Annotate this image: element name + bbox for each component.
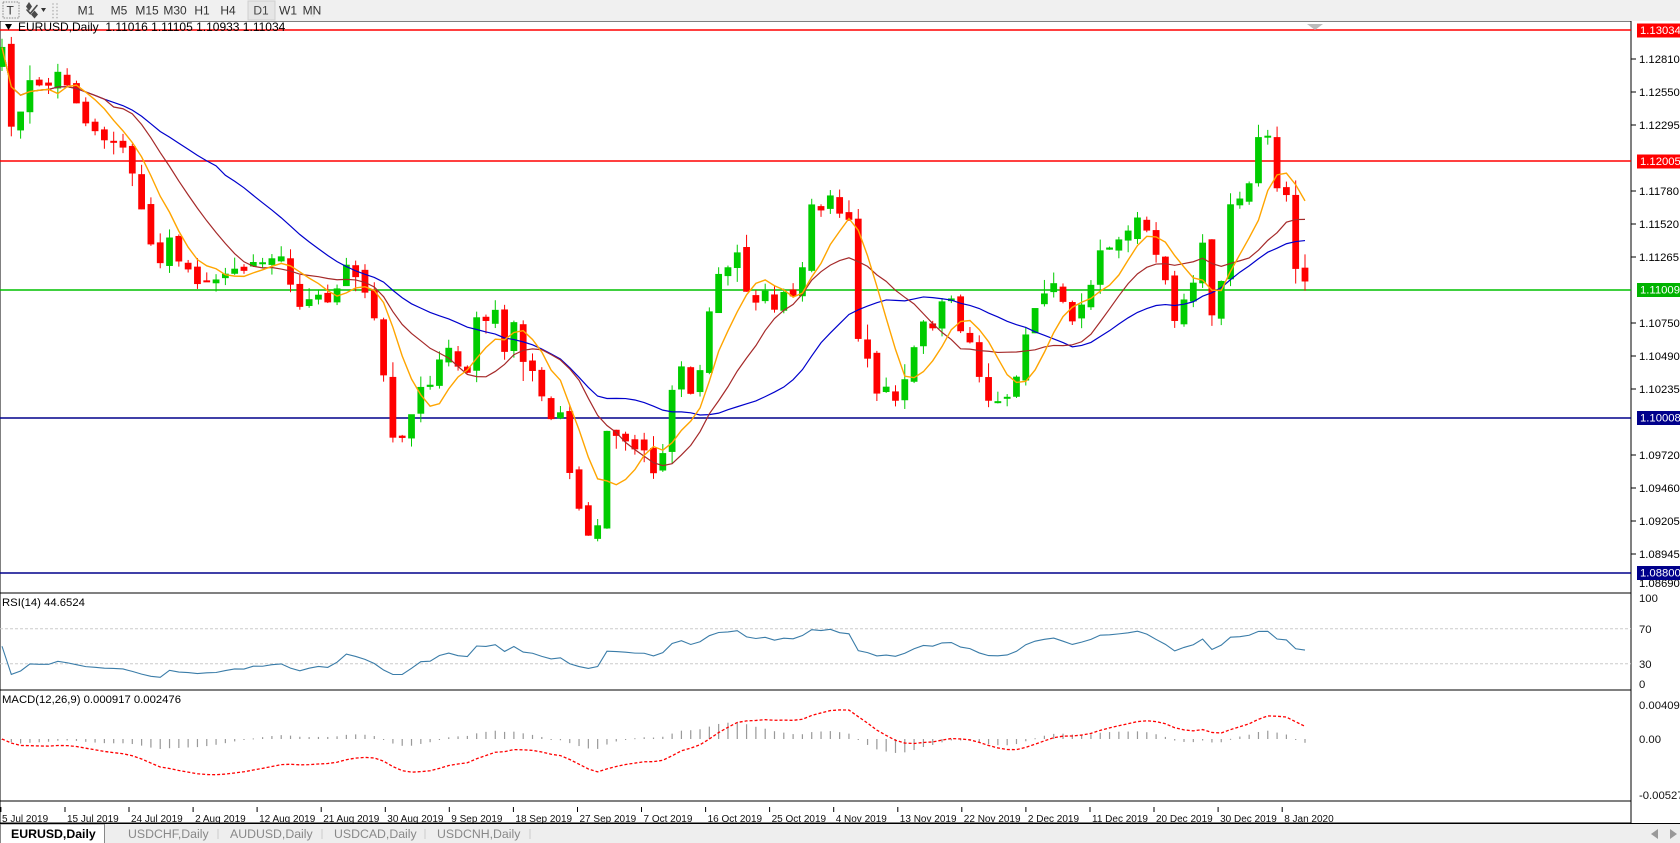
svg-text:USDCNH,Daily: USDCNH,Daily <box>437 827 521 841</box>
svg-text:RSI(14) 44.6524: RSI(14) 44.6524 <box>2 597 85 609</box>
svg-text:1.10750: 1.10750 <box>1639 318 1680 330</box>
svg-text:100: 100 <box>1639 593 1658 605</box>
svg-text:1.11780: 1.11780 <box>1639 186 1679 198</box>
svg-text:USDCAD,Daily: USDCAD,Daily <box>334 827 418 841</box>
svg-text:1.10490: 1.10490 <box>1639 351 1680 363</box>
svg-text:1.10008: 1.10008 <box>1640 413 1680 425</box>
svg-text:W1: W1 <box>279 4 297 18</box>
svg-text:1.12295: 1.12295 <box>1639 120 1680 132</box>
svg-text:USDCHF,Daily: USDCHF,Daily <box>128 827 209 841</box>
svg-text:M30: M30 <box>163 4 187 18</box>
svg-text:30: 30 <box>1639 659 1652 671</box>
svg-text:1.11009: 1.11009 <box>1640 285 1680 297</box>
svg-text:0.004095: 0.004095 <box>1639 700 1680 712</box>
svg-text:1.09720: 1.09720 <box>1639 450 1680 462</box>
svg-text:M15: M15 <box>135 4 159 18</box>
svg-text:M5: M5 <box>111 4 128 18</box>
svg-text:M1: M1 <box>78 4 95 18</box>
svg-text:1.11520: 1.11520 <box>1639 219 1679 231</box>
svg-text:AUDUSD,Daily: AUDUSD,Daily <box>230 827 314 841</box>
svg-text:1.08945: 1.08945 <box>1639 549 1680 561</box>
svg-text:1.10235: 1.10235 <box>1639 384 1680 396</box>
svg-text:EURUSD,Daily: EURUSD,Daily <box>11 827 96 841</box>
svg-text:1.12550: 1.12550 <box>1639 87 1680 99</box>
svg-text:1.09460: 1.09460 <box>1639 483 1680 495</box>
svg-text:1.11265: 1.11265 <box>1639 252 1679 264</box>
svg-text:1.12005: 1.12005 <box>1640 156 1680 168</box>
svg-text:MN: MN <box>303 4 322 18</box>
svg-text:T: T <box>7 4 15 18</box>
svg-text:-0.005273: -0.005273 <box>1639 790 1680 802</box>
svg-text:EURUSD,Daily 1.11016 1.11105: EURUSD,Daily 1.11016 1.11105 1.10933 1.1… <box>18 20 286 34</box>
svg-text:H4: H4 <box>220 4 236 18</box>
svg-text:1.08800: 1.08800 <box>1640 568 1680 580</box>
svg-text:H1: H1 <box>194 4 210 18</box>
svg-text:0: 0 <box>1639 679 1645 691</box>
svg-text:MACD(12,26,9) 0.000917 0.00247: MACD(12,26,9) 0.000917 0.002476 <box>2 694 181 706</box>
svg-text:D1: D1 <box>253 4 269 18</box>
svg-text:70: 70 <box>1639 624 1652 636</box>
svg-text:1.09205: 1.09205 <box>1639 516 1680 528</box>
svg-text:1.12810: 1.12810 <box>1639 54 1680 66</box>
svg-text:0.00: 0.00 <box>1639 734 1661 746</box>
